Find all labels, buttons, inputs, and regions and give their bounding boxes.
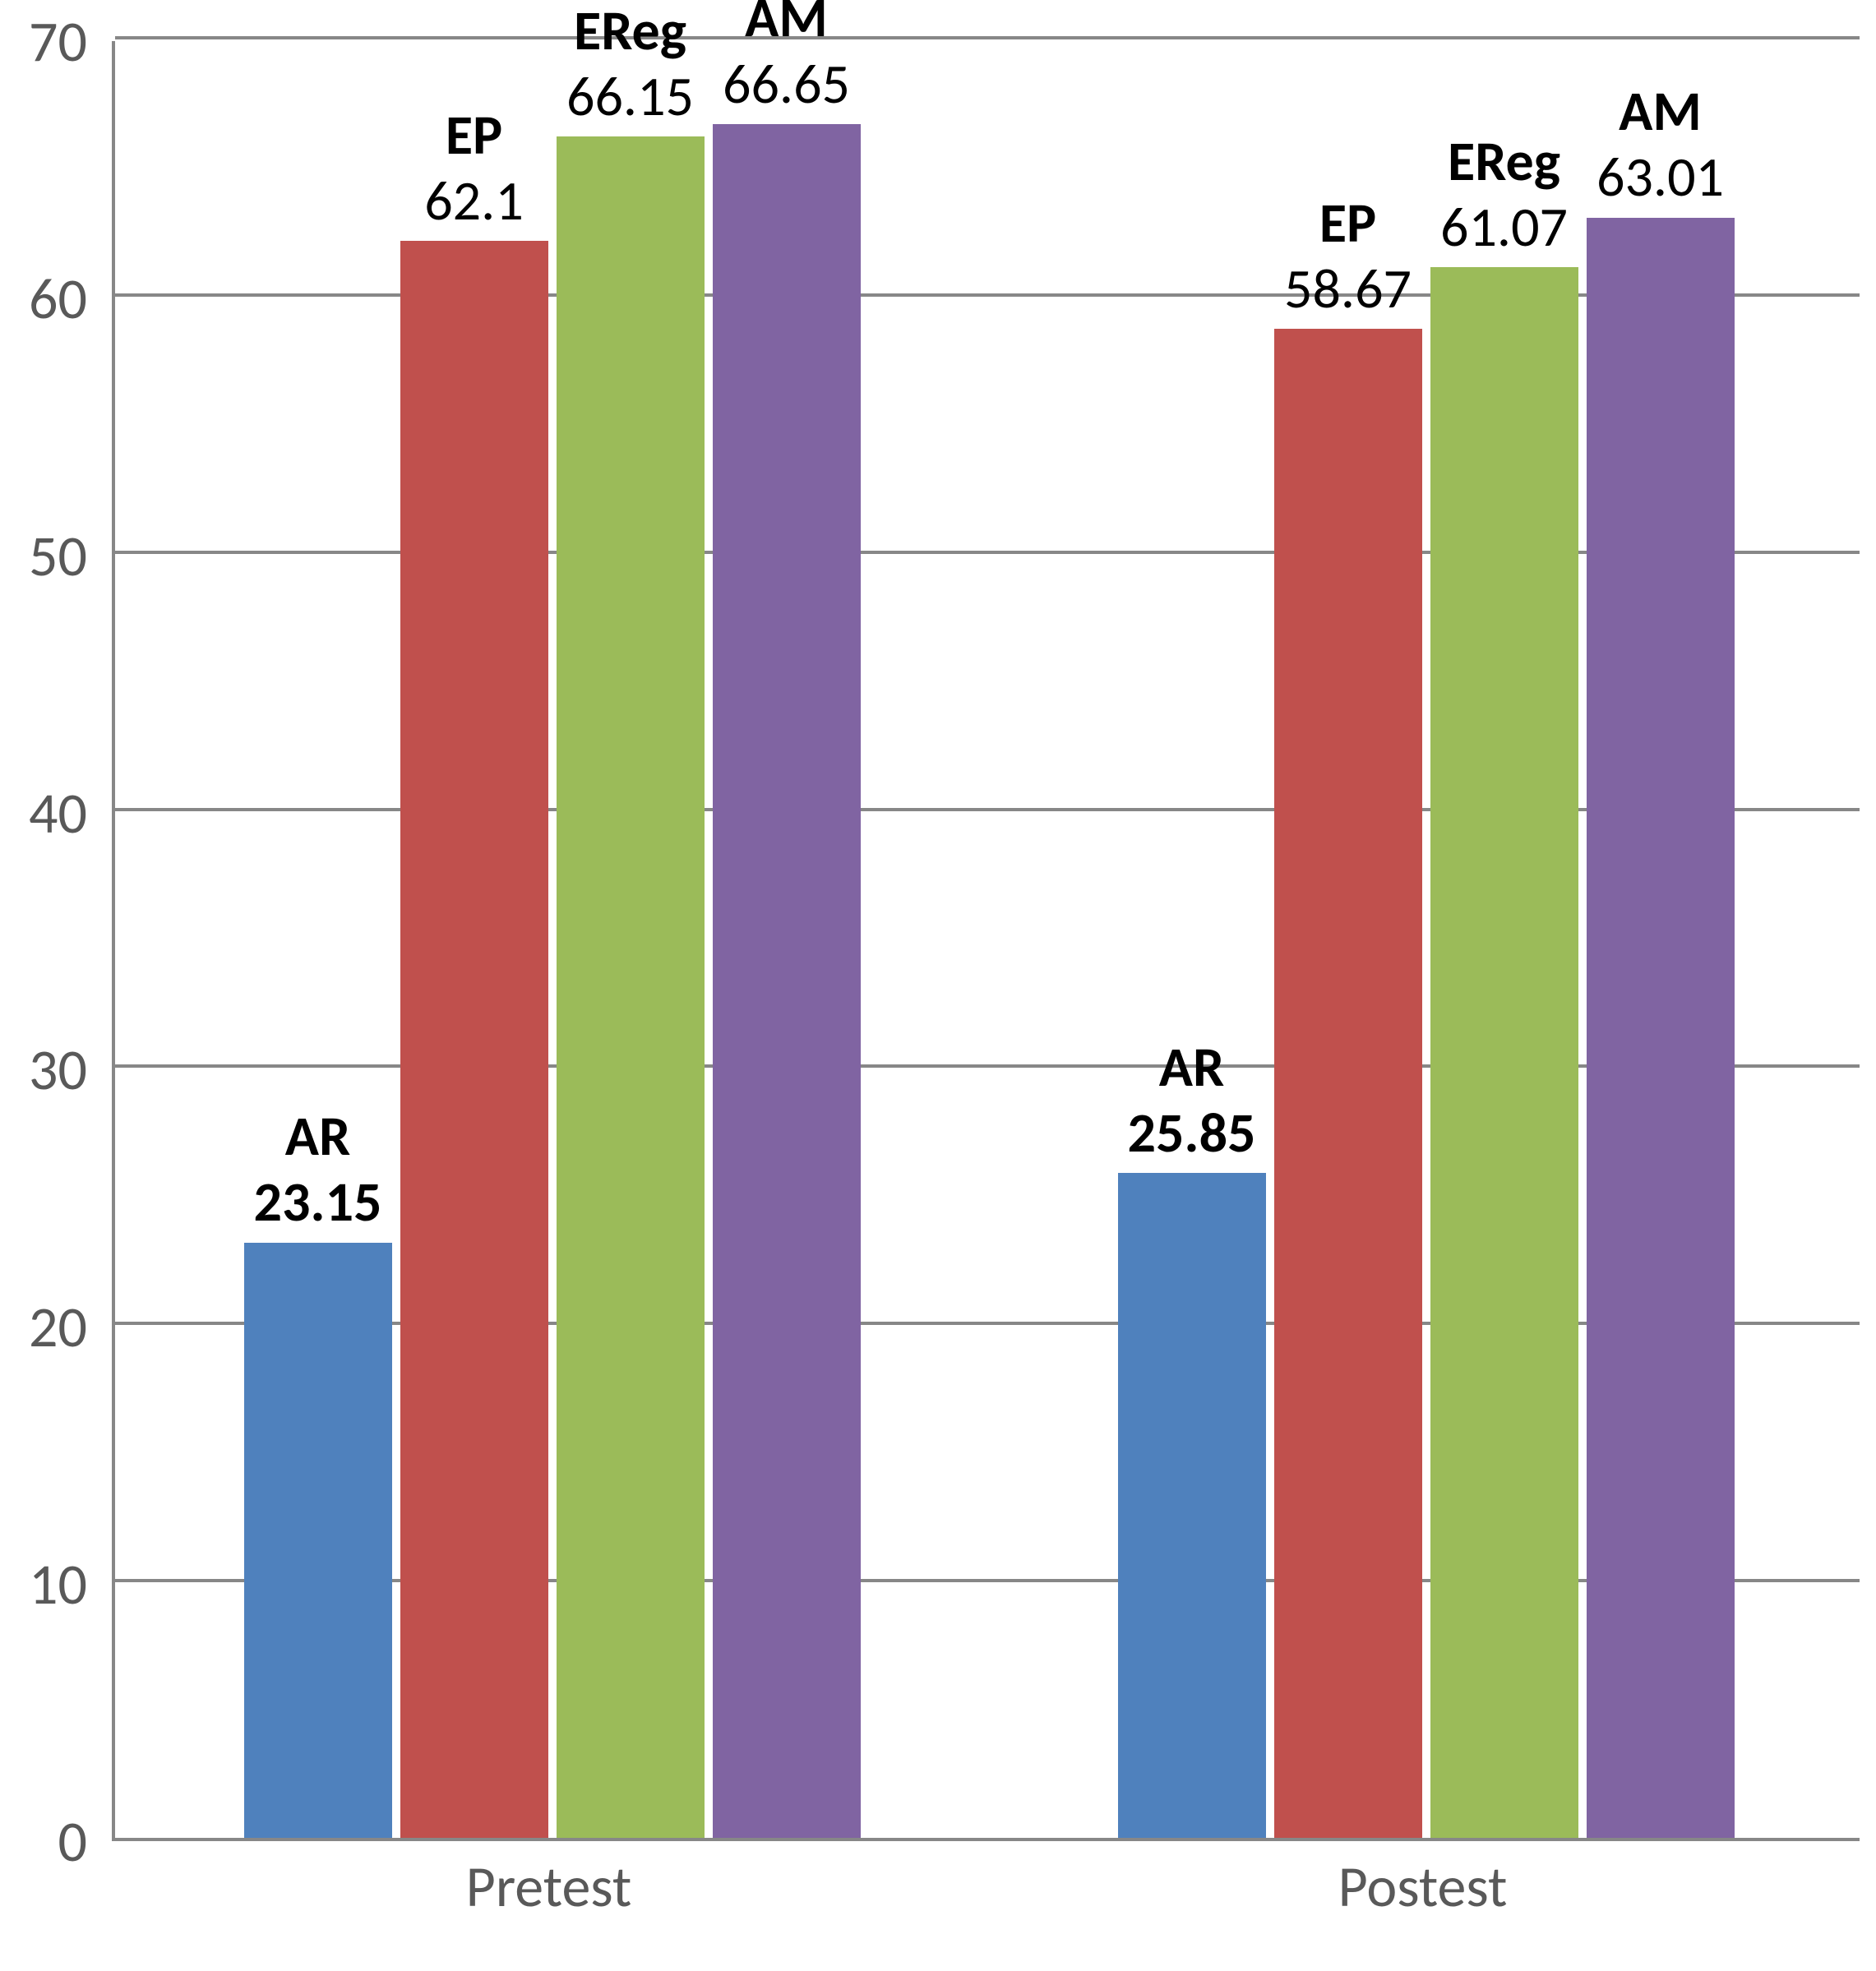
bar-label-ereg: EReg66.15 bbox=[566, 0, 694, 130]
bar-ar bbox=[244, 1243, 392, 1838]
y-tick-label: 60 bbox=[0, 270, 87, 327]
bar-label-ar: AR25.85 bbox=[1127, 1035, 1255, 1166]
bar-label-value: 58.67 bbox=[1284, 256, 1412, 322]
bar-label-name: EP bbox=[1284, 191, 1412, 256]
bar-ereg bbox=[1430, 267, 1578, 1838]
bar-label-ep: EP58.67 bbox=[1284, 191, 1412, 322]
bar-ereg bbox=[557, 136, 705, 1838]
x-tick-label: Postest bbox=[986, 1858, 1860, 1915]
y-tick-label: 40 bbox=[0, 784, 87, 842]
bar-label-ar: AR23.15 bbox=[253, 1104, 381, 1235]
y-tick-label: 50 bbox=[0, 527, 87, 584]
bar-label-value: 62.1 bbox=[424, 168, 524, 234]
bar-label-value: 61.07 bbox=[1440, 195, 1568, 261]
bar-label-value: 25.85 bbox=[1127, 1101, 1255, 1166]
y-tick-label: 0 bbox=[0, 1812, 87, 1870]
bar-am bbox=[713, 124, 861, 1838]
bar-chart: AR23.15EP62.1EReg66.15AM66.65AR25.85EP58… bbox=[0, 0, 1876, 1971]
bar-ep bbox=[1274, 329, 1422, 1838]
bar-label-value: 66.15 bbox=[566, 64, 694, 130]
bar-label-ereg: EReg61.07 bbox=[1440, 129, 1568, 261]
bar-label-ep: EP62.1 bbox=[424, 103, 524, 234]
bar-ep bbox=[400, 241, 548, 1838]
bar-label-name: EReg bbox=[566, 0, 694, 64]
y-tick-label: 20 bbox=[0, 1298, 87, 1355]
bar-label-value: 23.15 bbox=[253, 1170, 381, 1235]
bar-label-name: AM bbox=[1596, 79, 1724, 145]
bar-label-name: AM bbox=[723, 0, 850, 52]
bar-label-am: AM63.01 bbox=[1596, 79, 1724, 210]
x-tick-label: Pretest bbox=[112, 1858, 986, 1915]
bar-label-name: AR bbox=[1127, 1035, 1255, 1101]
y-tick-label: 10 bbox=[0, 1555, 87, 1613]
plot-area: AR23.15EP62.1EReg66.15AM66.65AR25.85EP58… bbox=[112, 41, 1860, 1841]
bar-label-name: AR bbox=[253, 1104, 381, 1170]
bar-label-value: 66.65 bbox=[723, 52, 850, 118]
gridline bbox=[115, 36, 1860, 39]
bar-am bbox=[1587, 218, 1735, 1838]
bar-label-value: 63.01 bbox=[1596, 145, 1724, 210]
bar-ar bbox=[1118, 1173, 1266, 1838]
bar-label-name: EP bbox=[424, 103, 524, 168]
bar-label-am: AM66.65 bbox=[723, 0, 850, 118]
y-tick-label: 70 bbox=[0, 12, 87, 70]
bar-label-name: EReg bbox=[1440, 129, 1568, 195]
y-tick-label: 30 bbox=[0, 1041, 87, 1098]
